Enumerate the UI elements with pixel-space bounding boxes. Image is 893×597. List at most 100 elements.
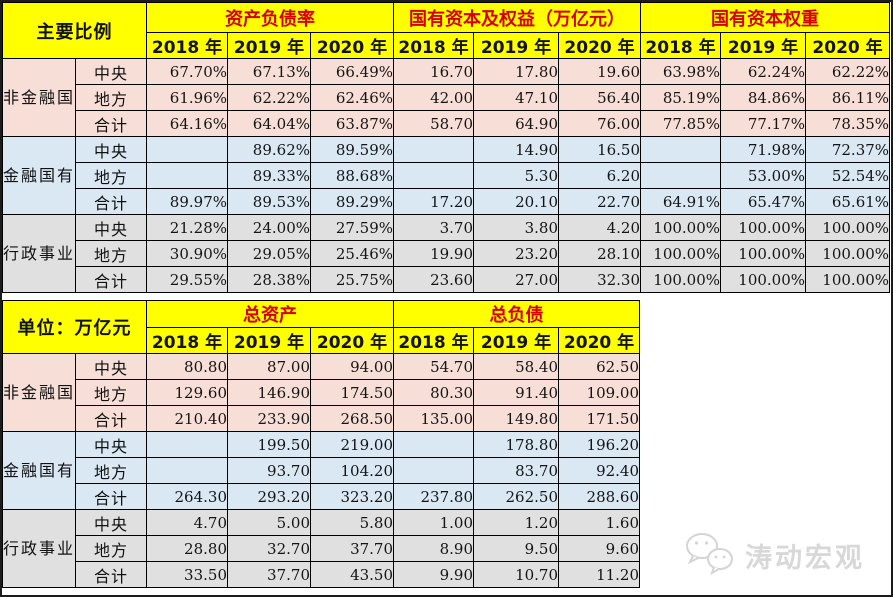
table-row: 地方 30.90% 29.05% 25.46% 19.90 23.20 28.1… [3, 240, 891, 267]
table-row: 金融国有企业 中央 89.62% 89.59% 14.90 16.50 71.9… [2, 136, 891, 215]
table-row: 地方 129.60 146.90 174.50 80.30 91.40 109.… [3, 379, 641, 406]
table-cell: 33.50 [146, 561, 228, 588]
table-row: 非金融国有企业 中央 80.80 87.00 94.00 54.70 58.40… [2, 353, 641, 432]
year-header: 2020 年 [309, 327, 395, 354]
table-cell: 32.30 [558, 266, 642, 293]
table-cell: 19.60 [558, 58, 642, 85]
table-cell: 9.90 [393, 561, 475, 588]
table-cell: 100.00% [640, 214, 722, 241]
table-row: 合计 33.50 37.70 43.50 9.90 10.70 11.20 [3, 561, 641, 588]
table-cell: 9.60 [558, 535, 641, 562]
table-cell: 100.00% [720, 214, 807, 241]
table-cell: 1.00 [393, 509, 475, 536]
table-cell: 146.90 [227, 379, 311, 406]
table-cell: 62.24% [720, 58, 807, 85]
table-cell: 268.50 [309, 405, 395, 432]
table-cell: 24.00% [227, 214, 311, 241]
year-header: 2018 年 [146, 32, 228, 59]
table-cell: 129.60 [146, 379, 228, 406]
table-cell: 66.49% [309, 58, 395, 85]
table-cell: 104.20 [309, 457, 395, 484]
corner-label: 单位：万亿元 [2, 300, 147, 354]
table-cell: 89.97% [146, 188, 228, 215]
table-cell: 100.00% [640, 266, 722, 293]
table-cell: 89.29% [309, 188, 395, 215]
table-row: 行政事业性国有企业 中央 21.28% 24.00% 27.59% 3.70 3… [2, 214, 891, 293]
table-cell [146, 136, 228, 163]
table-row: 非金融国有企业 中央 67.70% 67.13% 66.49% 16.70 17… [2, 58, 891, 137]
table-cell: 196.20 [558, 431, 641, 458]
table-cell: 91.40 [473, 379, 560, 406]
table-cell: 23.20 [473, 240, 560, 267]
table-cell: 9.50 [473, 535, 560, 562]
year-header: 2019 年 [227, 327, 311, 354]
table-cell: 19.90 [393, 240, 475, 267]
table-cell: 323.20 [309, 483, 395, 510]
table-cell: 53.00% [720, 162, 807, 189]
column-group-header: 资产负债率 [145, 2, 395, 33]
table-cell: 210.40 [146, 405, 228, 432]
table-cell: 264.30 [146, 483, 228, 510]
table-cell: 28.80 [146, 535, 228, 562]
row-label: 地方 [75, 84, 147, 111]
row-label: 地方 [75, 240, 147, 267]
table-cell: 100.00% [805, 266, 891, 293]
row-label: 中央 [75, 58, 147, 85]
row-label: 地方 [75, 162, 147, 189]
table-cell: 14.90 [473, 136, 560, 163]
table-cell: 89.53% [227, 188, 311, 215]
row-label: 中央 [75, 509, 147, 536]
column-group-header: 总负债 [393, 300, 641, 328]
row-label: 地方 [75, 535, 147, 562]
table-cell: 37.70 [227, 561, 311, 588]
table-cell: 174.50 [309, 379, 395, 406]
table-cell: 8.90 [393, 535, 475, 562]
table-cell: 83.70 [473, 457, 560, 484]
table-cell: 6.20 [558, 162, 642, 189]
table-row: 合计 264.30 293.20 323.20 237.80 262.50 28… [3, 483, 641, 510]
year-header: 2019 年 [720, 32, 807, 59]
column-group-header: 国有资本及权益（万亿元） [393, 2, 642, 33]
row-label: 中央 [75, 136, 147, 163]
table-cell [146, 457, 228, 484]
table-cell: 4.20 [558, 214, 642, 241]
table-cell: 100.00% [720, 240, 807, 267]
row-label: 中央 [75, 214, 147, 241]
table-cell: 28.38% [227, 266, 311, 293]
row-group-label: 金融国有企业 [2, 431, 76, 510]
table-cell: 149.80 [473, 405, 560, 432]
year-header: 2018 年 [640, 32, 722, 59]
table-cell [146, 431, 228, 458]
table-cell: 43.50 [309, 561, 395, 588]
row-group-label: 非金融国有企业 [2, 353, 76, 432]
table-cell: 27.00 [473, 266, 560, 293]
row-label: 合计 [75, 266, 147, 293]
table-cell: 262.50 [473, 483, 560, 510]
table-cell: 77.17% [720, 110, 807, 137]
table-cell: 100.00% [805, 240, 891, 267]
row-label: 合计 [75, 561, 147, 588]
table-cell: 5.80 [309, 509, 395, 536]
table-cell: 67.70% [146, 58, 228, 85]
table-cell: 89.33% [227, 162, 311, 189]
table-cell: 5.30 [473, 162, 560, 189]
table-cell: 22.70 [558, 188, 642, 215]
row-label: 中央 [75, 353, 147, 380]
table-row: 地方 61.96% 62.22% 62.46% 42.00 47.10 56.4… [3, 84, 891, 111]
wechat-icon [683, 531, 735, 579]
table-cell: 20.10 [473, 188, 560, 215]
table-cell: 17.20 [393, 188, 475, 215]
table-cell: 56.40 [558, 84, 642, 111]
table-cell: 29.05% [227, 240, 311, 267]
table-cell: 4.70 [146, 509, 228, 536]
table-cell: 80.30 [393, 379, 475, 406]
table-cell: 72.37% [805, 136, 891, 163]
table-cell: 64.90 [473, 110, 560, 137]
corner-label: 主要比例 [2, 2, 147, 59]
table-cell [393, 136, 475, 163]
table-cell: 1.20 [473, 509, 560, 536]
table-row: 金融国有企业 中央 199.50 219.00 178.80 196.20 [2, 431, 641, 510]
table-cell: 62.22% [805, 58, 891, 85]
table-cell: 16.70 [393, 58, 475, 85]
